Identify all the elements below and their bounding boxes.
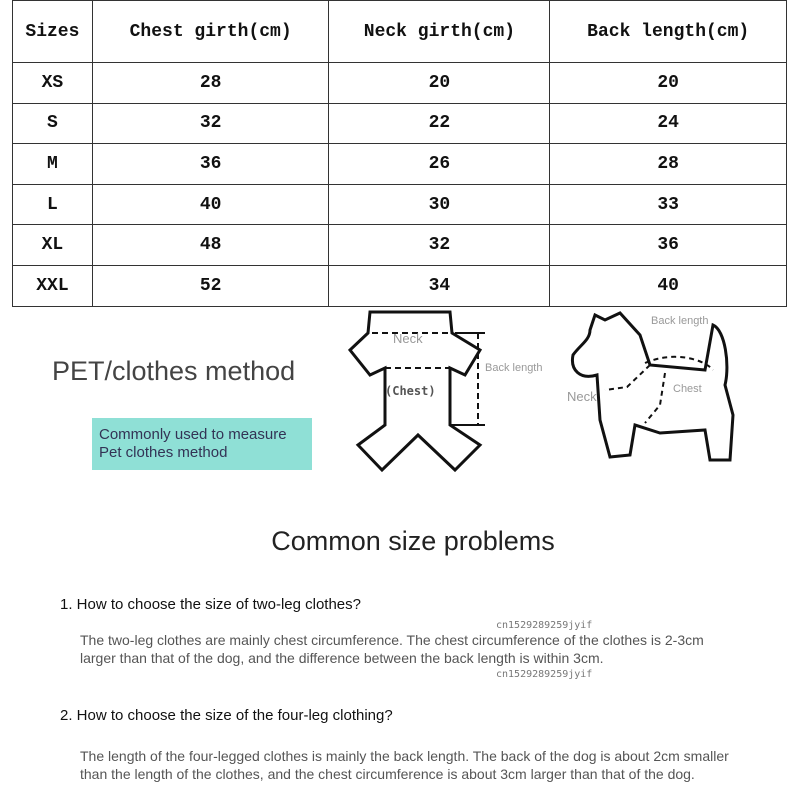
table-cell: S bbox=[12, 102, 93, 145]
table-cell: 22 bbox=[328, 102, 551, 145]
table-cell: 48 bbox=[91, 224, 330, 266]
neck-label: Neck bbox=[393, 331, 423, 346]
column-header: Chest girth(cm) bbox=[91, 0, 330, 63]
question-2: 2. How to choose the size of the four-le… bbox=[60, 707, 393, 724]
table-row: S 32 22 24 bbox=[12, 102, 787, 145]
table-cell: 33 bbox=[549, 183, 787, 226]
table-row: XL 48 32 36 bbox=[12, 224, 787, 266]
table-cell: 28 bbox=[549, 143, 787, 185]
watermark: cn1529289259jyif bbox=[496, 620, 593, 631]
table-cell: 52 bbox=[91, 264, 330, 307]
dog-chest-label: Chest bbox=[673, 383, 702, 395]
dog-back-label: Back length bbox=[651, 315, 709, 327]
size-table: Sizes Chest girth(cm) Neck girth(cm) Back l… bbox=[12, 0, 787, 307]
table-row: M 36 26 28 bbox=[12, 143, 787, 185]
watermark: cn1529289259jyif bbox=[496, 669, 593, 680]
table-row: L 40 30 33 bbox=[12, 183, 787, 226]
table-cell: XS bbox=[12, 62, 93, 104]
table-cell: 28 bbox=[91, 62, 330, 104]
table-cell: 30 bbox=[328, 183, 551, 226]
answer-2: The length of the four-legged clothes is… bbox=[80, 748, 729, 782]
question-1: 1. How to choose the size of two-leg clo… bbox=[60, 596, 361, 613]
table-cell: 40 bbox=[549, 264, 787, 307]
table-row: XS 28 20 20 bbox=[12, 62, 787, 104]
table-cell: 36 bbox=[91, 143, 330, 185]
table-row: XXL 52 34 40 bbox=[12, 264, 787, 307]
clothes-diagram bbox=[347, 310, 485, 473]
table-cell: 24 bbox=[549, 102, 787, 145]
method-title: PET/clothes method bbox=[52, 356, 296, 386]
table-cell: 20 bbox=[328, 62, 551, 104]
dog-diagram bbox=[570, 311, 735, 462]
dog-neck-label: Neck bbox=[567, 389, 597, 404]
table-cell: 32 bbox=[328, 224, 551, 266]
answer-1: The two-leg clothes are mainly chest cir… bbox=[80, 632, 704, 666]
table-cell: 34 bbox=[328, 264, 551, 307]
back-length-label: Back length bbox=[485, 362, 543, 374]
table-cell: 32 bbox=[91, 102, 330, 145]
table-cell: XXL bbox=[12, 264, 93, 307]
table-cell: 36 bbox=[549, 224, 787, 266]
chest-label: (Chest) bbox=[385, 384, 436, 398]
problems-title: Common size problems bbox=[271, 526, 555, 556]
method-note: Commonly used to measure Pet clothes met… bbox=[92, 418, 312, 470]
table-cell: M bbox=[12, 143, 93, 185]
column-header: Back length(cm) bbox=[549, 0, 787, 63]
column-header: Neck girth(cm) bbox=[328, 0, 551, 63]
column-header: Sizes bbox=[12, 0, 93, 63]
table-cell: 20 bbox=[549, 62, 787, 104]
table-cell: 26 bbox=[328, 143, 551, 185]
table-cell: XL bbox=[12, 224, 93, 266]
table-cell: 40 bbox=[91, 183, 330, 226]
table-cell: L bbox=[12, 183, 93, 226]
